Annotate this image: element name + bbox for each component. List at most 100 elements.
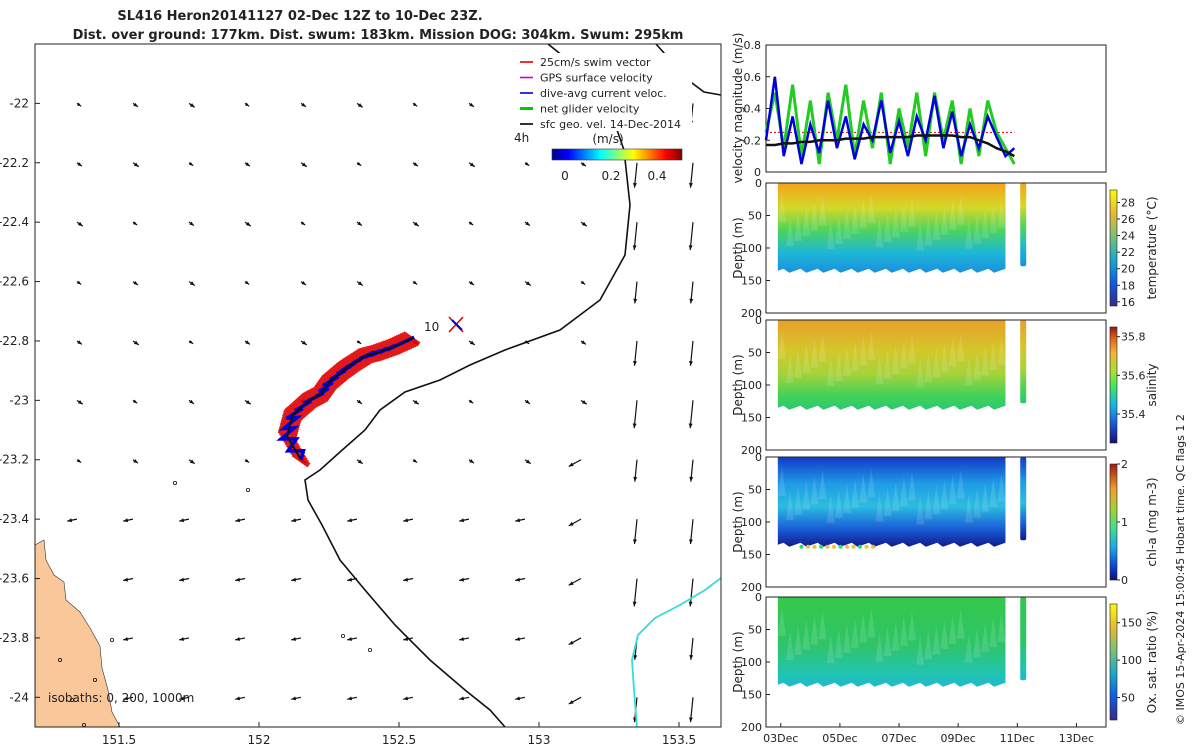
profile-panel-salinity: 0 50 100 150 200 Depth (m) 35.8 35.6 35.4 salinit… bbox=[731, 314, 1159, 457]
velocity-arrow-head bbox=[459, 696, 465, 701]
velocity-arrow-head bbox=[179, 577, 185, 582]
velocity-arrow-head bbox=[403, 518, 409, 523]
velocity-arrow-head bbox=[633, 182, 637, 188]
profile-texture bbox=[924, 490, 933, 520]
profile-texture bbox=[989, 477, 998, 508]
velocity-panel: 0 0.2 0.4 0.6 0.8 velocity magnitude (m/s) bbox=[731, 33, 1107, 183]
velocity-arrow-head bbox=[123, 696, 129, 701]
velocity-arrow-head bbox=[515, 577, 521, 582]
velocity-arrow-head bbox=[301, 162, 307, 167]
velocity-arrow-head bbox=[357, 103, 363, 108]
depth-tick-label: 0 bbox=[755, 591, 762, 604]
chla-point bbox=[818, 544, 823, 549]
velocity-arrow-head bbox=[244, 102, 250, 107]
profile-texture bbox=[891, 621, 900, 651]
profile-texture bbox=[907, 471, 916, 501]
velocity-arrow-head bbox=[357, 221, 362, 226]
profile-texture bbox=[777, 329, 786, 359]
velocity-arrow-head bbox=[235, 577, 241, 582]
profile-texture bbox=[932, 210, 941, 241]
legend-label: net glider velocity bbox=[540, 103, 640, 116]
velocity-arrow-head bbox=[291, 518, 297, 523]
profile-texture bbox=[932, 347, 941, 378]
depth-tick-label: 150 bbox=[741, 412, 762, 425]
depth-tick-label: 150 bbox=[741, 689, 762, 702]
depth-tick-label: 100 bbox=[741, 516, 762, 529]
profile-colorbar bbox=[1109, 603, 1118, 721]
depth-tick-label: 50 bbox=[748, 210, 762, 223]
profile-texture bbox=[916, 358, 925, 388]
velocity-arrow-head bbox=[356, 162, 362, 166]
colorbar-label: temperature (°C) bbox=[1145, 197, 1159, 300]
legend-label: 25cm/s swim vector bbox=[540, 56, 651, 69]
profile-texture bbox=[948, 337, 957, 367]
velocity-arrow-head bbox=[469, 280, 474, 285]
velocity-arrow-head bbox=[132, 221, 138, 225]
time-tick-label: 13Dec bbox=[1059, 732, 1094, 745]
velocity-arrow-head bbox=[524, 162, 530, 166]
velocity-arrow-head bbox=[133, 162, 139, 167]
velocity-arrow-head bbox=[632, 245, 637, 251]
profile-texture bbox=[834, 488, 843, 519]
velocity-arrow-head bbox=[77, 221, 83, 227]
profile-texture bbox=[899, 339, 908, 369]
velocity-arrow-head bbox=[459, 518, 465, 523]
depth-tick-label: 150 bbox=[741, 549, 762, 562]
colorbar-tick-label: 150 bbox=[1121, 617, 1142, 630]
map-x-tick-label: 151.5 bbox=[102, 733, 136, 747]
velocity-arrow-head bbox=[123, 518, 129, 523]
profile-texture bbox=[948, 614, 957, 644]
velocity-arrow-head bbox=[515, 518, 521, 523]
velocity-arrow-head bbox=[347, 518, 353, 523]
profile-texture bbox=[859, 199, 868, 229]
velocity-arrow-head bbox=[356, 340, 362, 344]
velocity-arrow-head bbox=[132, 399, 138, 404]
chla-point bbox=[851, 544, 856, 549]
velocity-arrow-head bbox=[245, 400, 251, 405]
colorbar-tick-label: 24 bbox=[1121, 230, 1135, 243]
chla-point bbox=[838, 544, 843, 549]
time-step-label: 4h bbox=[514, 131, 529, 145]
map-y-tick-label: -22.6 bbox=[0, 275, 29, 289]
profile-texture bbox=[956, 332, 965, 362]
profile-data-field bbox=[777, 320, 1006, 410]
depth-axis-label: Depth (m) bbox=[731, 631, 745, 692]
profile-texture bbox=[818, 196, 827, 226]
velocity-arrow-head bbox=[689, 182, 693, 188]
profile-texture bbox=[924, 216, 933, 246]
title-line-2: Dist. over ground: 177km. Dist. swum: 18… bbox=[73, 28, 684, 43]
profile-texture bbox=[867, 608, 876, 638]
profile-texture bbox=[956, 609, 965, 639]
profile-texture bbox=[777, 192, 786, 222]
colorbar-unit: (m/s) bbox=[592, 132, 623, 146]
profile-texture bbox=[802, 620, 811, 650]
isobath-0m bbox=[631, 577, 722, 728]
profile-texture bbox=[899, 616, 908, 646]
profile-texture bbox=[973, 488, 982, 518]
depth-tick-label: 150 bbox=[741, 275, 762, 288]
velocity-arrow-head bbox=[689, 655, 694, 660]
depth-tick-label: 200 bbox=[741, 721, 762, 734]
velocity-arrow-head bbox=[189, 459, 195, 464]
map-x-tick-label: 153 bbox=[528, 733, 551, 747]
velocity-arrow-head bbox=[77, 340, 82, 345]
chla-point bbox=[832, 544, 836, 549]
profile-texture bbox=[883, 212, 892, 243]
time-tick-label: 11Dec bbox=[1000, 732, 1035, 745]
credit-text: © IMOS 15-Apr-2024 15:00:45 Hobart time.… bbox=[1174, 414, 1187, 725]
profile-texture bbox=[964, 633, 973, 663]
velocity-series-line bbox=[764, 76, 1016, 165]
velocity-arrow-head bbox=[77, 400, 83, 405]
profile-texture bbox=[964, 356, 973, 386]
velocity-y-tick-label: 0.8 bbox=[744, 39, 762, 52]
profile-texture bbox=[883, 349, 892, 380]
coastal-islands bbox=[58, 480, 372, 728]
velocity-arrow-head bbox=[568, 640, 574, 645]
map-frame bbox=[34, 43, 722, 728]
time-axis: 03Dec 05Dec 07Dec 09Dec 11Dec 13Dec bbox=[763, 723, 1094, 745]
profile-data-field bbox=[777, 457, 1006, 547]
depth-tick-label: 200 bbox=[741, 581, 762, 594]
velocity-arrow-head bbox=[291, 577, 297, 582]
